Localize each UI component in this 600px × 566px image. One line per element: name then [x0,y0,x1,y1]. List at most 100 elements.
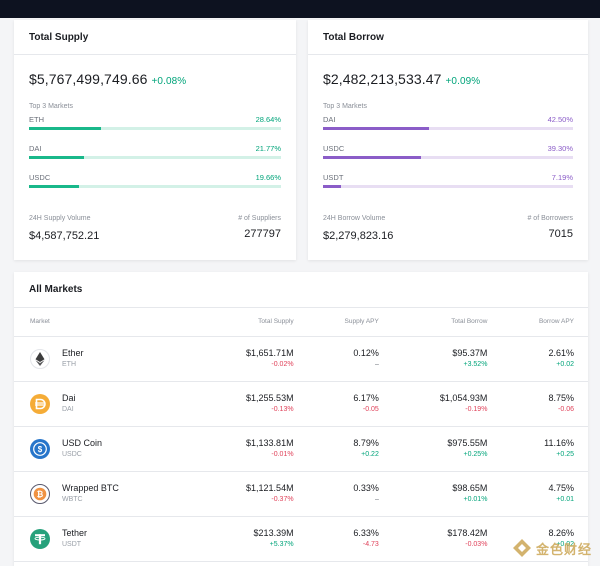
top-bar [0,0,600,18]
borrow-apy-value: 8.26% [548,528,574,538]
total-supply-change: -0.37% [271,496,294,503]
top-market-row[interactable]: DAI 42.50% [323,115,573,139]
supply-apy-cell: 0.33% – [307,471,393,517]
market-share-bar [29,127,102,130]
top-markets-label: Top 3 Markets [323,103,367,110]
svg-text:$: $ [38,445,43,454]
borrow-apy-value: 4.75% [548,483,574,493]
asset-name: USD Coin [62,438,103,448]
market-share-bar [323,127,430,130]
total-supply-value: $1,651.71M [246,348,294,358]
total-borrow-change: +0.25% [463,451,488,458]
column-header[interactable]: Borrow APY [501,308,588,337]
asset-cell: Tether USDT [14,516,199,562]
market-name: USDT [323,173,344,182]
dai-icon [30,393,50,414]
supply-apy-change: – [374,361,379,368]
market-share-track [29,127,281,130]
borrow-apy-cell: 2.61% +0.02 [501,336,588,382]
supply-apy-value: 0.33% [353,483,379,493]
volume-label: 24H Supply Volume [29,215,91,222]
total-borrow-change: +0.01% [463,496,488,503]
suppliers-count: 277797 [244,228,281,240]
total-borrow-card: Total Borrow $2,482,213,533.47 +0.09% Top… [308,20,588,260]
market-share-bar [323,185,341,188]
asset-text: Ether ETH [62,347,84,370]
market-row[interactable]: ₿ Wrapped BTC WBTC $1,121.54M -0.37% 0.33% – $9… [14,471,588,517]
asset-name: Ether [62,348,84,358]
top-market-row[interactable]: USDC 39.30% [323,144,573,168]
wbtc-icon: ₿ [30,483,50,504]
top-markets-label: Top 3 Markets [29,103,73,110]
top-market-row[interactable]: USDT 7.19% [323,173,573,197]
market-name: DAI [323,115,336,124]
market-percent: 7.19% [551,173,573,182]
borrow-apy-value: 8.75% [548,393,574,403]
top-market-row[interactable]: DAI 21.77% [29,144,281,168]
market-percent: 19.66% [255,173,281,182]
total-borrow-cell: $1,054.93M -0.19% [392,381,502,427]
total-borrow-change: +0.09% [445,76,481,87]
supply-apy-cell: 6.33% -4.73 [307,516,393,562]
svg-text:₿: ₿ [37,490,44,499]
total-supply-change: -0.13% [271,406,294,413]
total-supply-card: Total Supply $5,767,499,749.66 +0.08% Top… [14,20,296,260]
total-supply-cell: $1,133.81M -0.01% [199,426,308,472]
asset-wrap: ₿ Wrapped BTC WBTC [30,482,199,505]
market-row[interactable]: Ether ETH $1,651.71M -0.02% 0.12% – $95.37M +3.… [14,336,588,382]
asset-wrap: Dai DAI [30,392,199,415]
column-header[interactable]: Total Borrow [392,308,502,337]
total-supply-change: -0.02% [271,361,294,368]
asset-symbol: USDC [62,451,82,458]
asset-text: Tether USDT [62,527,87,550]
market-name: ETH [29,115,44,124]
market-name: USDC [29,173,51,182]
top-market-row[interactable]: ETH 28.64% [29,115,281,139]
total-borrow-value: $95.37M [452,348,488,358]
asset-cell: Dai DAI [14,381,199,427]
market-row[interactable]: Dai DAI $1,255.53M -0.13% 6.17% -0.05 $1,054.9… [14,381,588,427]
total-supply-change: -0.01% [271,451,294,458]
market-percent: 42.50% [547,115,573,124]
total-supply-change: +0.08% [151,76,187,87]
column-header[interactable]: Supply APY [307,308,393,337]
market-share-bar [29,185,79,188]
asset-cell: $ USD Coin USDC [14,426,199,472]
volume-value: $4,587,752.21 [29,230,100,242]
market-percent: 39.30% [547,144,573,153]
column-header[interactable]: Total Supply [199,308,308,337]
supply-apy-change: -4.73 [362,541,379,548]
total-borrow-change: -0.19% [465,406,488,413]
total-supply-value: $1,255.53M [246,393,294,403]
borrow-apy-change: +0.01 [556,496,574,503]
market-share-track [29,185,281,188]
card-title: Total Borrow [308,20,588,55]
top-market-row[interactable]: USDC 19.66% [29,173,281,197]
market-row[interactable]: Tether USDT $213.39M +5.37% 6.33% -4.73 $178.4… [14,516,588,562]
supply-apy-change: +0.22 [361,451,379,458]
total-borrow-cell: $95.37M +3.52% [392,336,502,382]
total-borrow-cell: $98.65M +0.01% [392,471,502,517]
borrow-apy-change: +0.02 [556,541,574,548]
total-supply-cell: $1,255.53M -0.13% [199,381,308,427]
borrow-apy-cell: 8.26% +0.02 [501,516,588,562]
column-header[interactable]: Market [14,308,199,337]
borrow-apy-change: +0.25 [556,451,574,458]
total-borrow-value: $2,482,213,533.47 +0.09% [323,71,481,87]
borrow-apy-change: -0.06 [558,406,574,413]
asset-cell: Ether ETH [14,336,199,382]
borrow-apy-cell: 8.75% -0.06 [501,381,588,427]
asset-symbol: DAI [62,406,74,413]
total-supply-value: $1,133.81M [246,438,294,448]
total-borrow-value: $98.65M [452,483,488,493]
market-percent: 28.64% [255,115,281,124]
asset-text: Dai DAI [62,392,76,415]
supply-apy-change: -0.05 [362,406,379,413]
watermark-text: 金色财经 [535,541,592,557]
market-percent: 21.77% [255,144,281,153]
market-row[interactable]: $ USD Coin USDC $1,133.81M -0.01% 8.79% +0.22 $… [14,426,588,472]
borrowers-count: 7015 [548,228,573,240]
borrow-apy-cell: 4.75% +0.01 [501,471,588,517]
volume-label: 24H Borrow Volume [323,215,386,222]
supply-apy-value: 8.79% [353,438,379,448]
